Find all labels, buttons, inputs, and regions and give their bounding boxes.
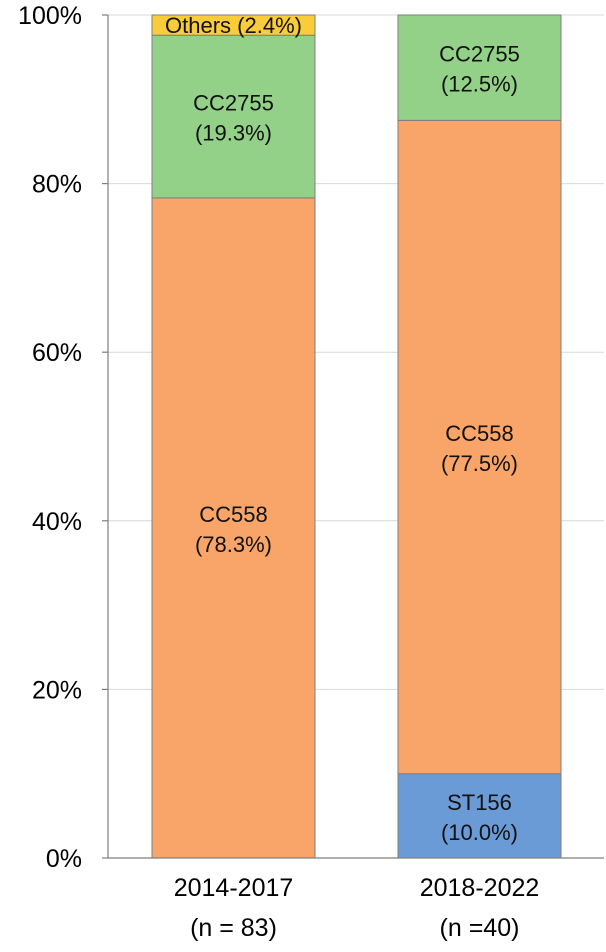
segment-label: Others (2.4%) xyxy=(165,13,302,38)
y-tick-label: 0% xyxy=(46,845,82,873)
bar-segment-cc558 xyxy=(397,119,562,775)
bar-segment-others xyxy=(151,14,316,36)
segment-value-label: (10.0%) xyxy=(441,820,518,845)
y-tick-label: 40% xyxy=(32,508,82,536)
segment-name-label: CC558 xyxy=(199,502,267,527)
segment-name-label: ST156 xyxy=(447,790,512,815)
bars: CC558 (78.3%) CC2755 (19.3%) Others (2.4%) ST… xyxy=(151,13,562,859)
x-category-label: 2014-2017 xyxy=(174,874,294,902)
segment-value-label: (19.3%) xyxy=(195,121,272,146)
x-category-sublabel: (n = 83) xyxy=(190,914,277,942)
bar-segment-cc558 xyxy=(151,197,316,859)
y-tick-label: 80% xyxy=(32,171,82,199)
segment-value-label: (12.5%) xyxy=(441,72,518,97)
bar-segment-cc2755 xyxy=(397,14,562,121)
bar-segment-st156 xyxy=(397,773,562,859)
segment-name-label: CC2755 xyxy=(193,91,274,116)
y-tick-label: 20% xyxy=(32,676,82,704)
y-tick-labels: 0% 20% 40% 60% 80% 100% xyxy=(18,2,82,873)
bar-segment-cc2755 xyxy=(151,34,316,199)
y-tick-label: 100% xyxy=(18,2,82,30)
segment-name-label: CC2755 xyxy=(439,42,520,67)
segment-value-label: (77.5%) xyxy=(441,451,518,476)
x-category-label: 2018-2022 xyxy=(420,874,540,902)
y-tick-label: 60% xyxy=(32,339,82,367)
x-category-sublabel: (n =40) xyxy=(440,914,520,942)
x-category-labels: 2014-2017 (n = 83) 2018-2022 (n =40) xyxy=(174,874,540,942)
segment-value-label: (78.3%) xyxy=(195,532,272,557)
axes xyxy=(102,14,604,859)
segment-name-label: CC558 xyxy=(445,421,513,446)
